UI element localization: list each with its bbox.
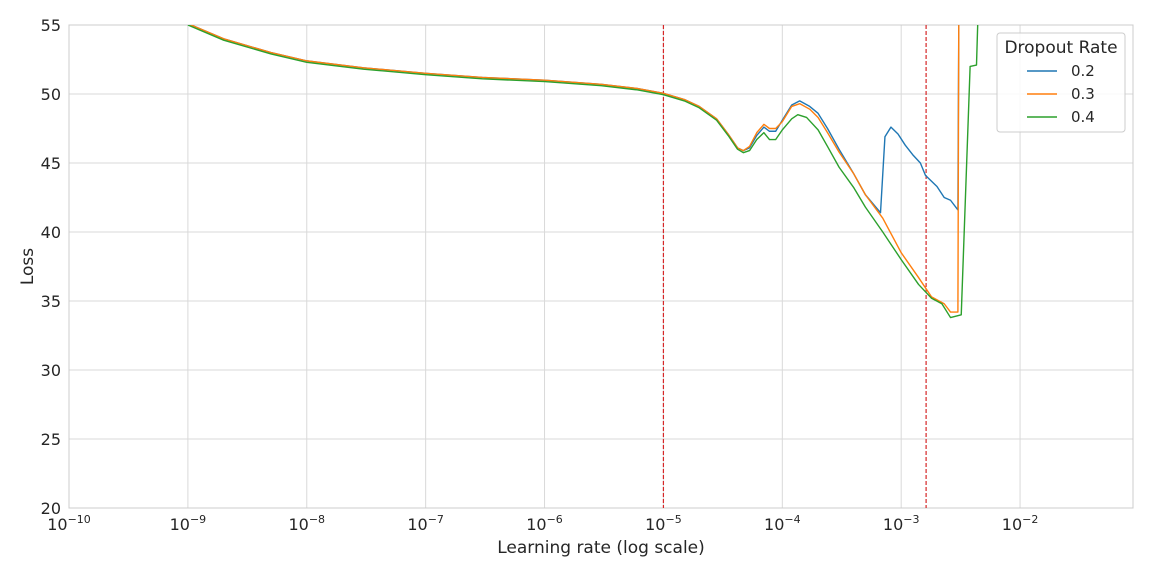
reference-lines <box>662 25 927 508</box>
y-tick-label: 40 <box>41 223 61 242</box>
y-tick-label: 30 <box>41 361 61 380</box>
y-tick-label: 20 <box>41 499 61 518</box>
legend: Dropout Rate 0.2 0.3 0.4 <box>996 32 1126 133</box>
series-lines <box>187 25 979 319</box>
y-tick-label: 50 <box>41 85 61 104</box>
legend-items: 0.2 0.3 0.4 <box>1027 62 1095 126</box>
x-axis-label: Learning rate (log scale) <box>497 538 705 558</box>
x-tick-label: 10−6 <box>526 513 563 534</box>
series-line-0-3 <box>189 25 960 313</box>
x-tick-label: 10−8 <box>288 513 325 534</box>
legend-box <box>996 32 1126 133</box>
x-tick-label: 10−3 <box>883 513 920 534</box>
x-tick-label: 10−4 <box>764 513 801 534</box>
y-tick-labels: 20 25 30 35 40 45 50 55 <box>41 16 61 518</box>
legend-label: 0.4 <box>1071 108 1095 126</box>
legend-label: 0.3 <box>1071 85 1095 103</box>
legend-label: 0.2 <box>1071 62 1095 80</box>
x-tick-labels: 10−10 10−9 10−8 10−7 10−6 10−5 10−4 10−3 10−2 <box>47 513 1038 534</box>
x-tick-label: 10−2 <box>1002 513 1039 534</box>
x-tick-label: 10−5 <box>645 513 682 534</box>
y-tick-label: 55 <box>41 16 61 35</box>
legend-title: Dropout Rate <box>1004 38 1117 58</box>
plot-area <box>68 24 1134 509</box>
y-axis-label: Loss <box>18 248 38 285</box>
series-line-0-4 <box>187 25 979 319</box>
x-tick-label: 10−7 <box>407 513 444 534</box>
x-tick-label: 10−10 <box>47 513 91 534</box>
x-tick-label: 10−9 <box>170 513 207 534</box>
y-tick-label: 45 <box>41 154 61 173</box>
y-tick-label: 25 <box>41 430 61 449</box>
y-tick-label: 35 <box>41 292 61 311</box>
